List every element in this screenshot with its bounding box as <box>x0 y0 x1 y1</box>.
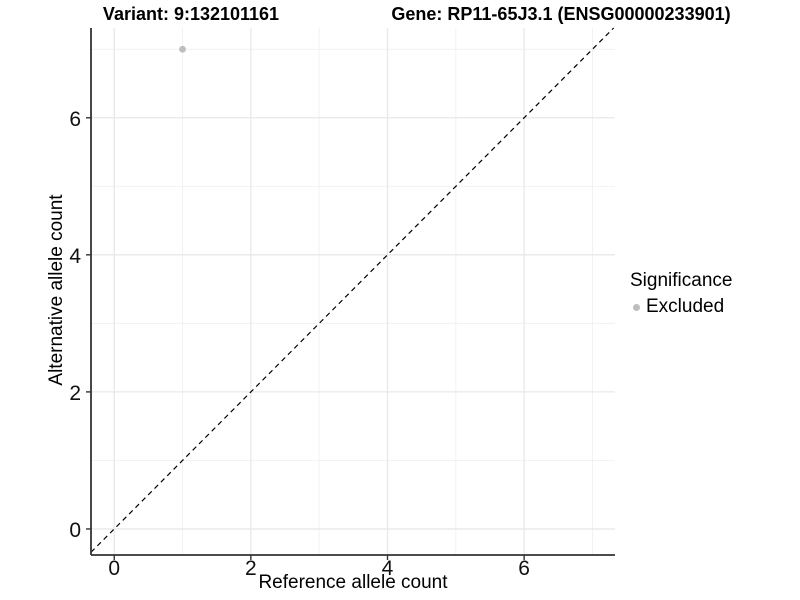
x-tick-label: 2 <box>245 557 257 580</box>
data-point <box>179 45 186 53</box>
x-axis-title: Reference allele count <box>258 572 448 593</box>
y-tick-label: 2 <box>69 382 81 405</box>
legend-title: Significance <box>630 270 733 291</box>
identity-reference-line <box>90 27 615 553</box>
legend: Significance Excluded <box>630 270 732 318</box>
legend-item-excluded: Excluded <box>630 296 732 318</box>
x-tick-label: 0 <box>108 557 120 580</box>
y-tick-label: 4 <box>69 245 81 268</box>
plot-title-variant: Variant: 9:132101161 <box>102 4 280 24</box>
legend-point-icon <box>633 303 640 311</box>
legend-item-label: Excluded <box>646 296 725 317</box>
x-tick-label: 4 <box>382 557 394 580</box>
y-axis-title: Alternative allele count <box>46 194 67 386</box>
plot-panel: 0 2 4 6 0 2 4 6 <box>69 27 615 580</box>
plot-title-gene: Gene: RP11-65J3.1 (ENSG00000233901) <box>391 4 731 24</box>
y-tick-label: 0 <box>69 519 81 542</box>
y-tick-label: 6 <box>69 108 81 131</box>
x-tick-label: 6 <box>518 557 530 580</box>
